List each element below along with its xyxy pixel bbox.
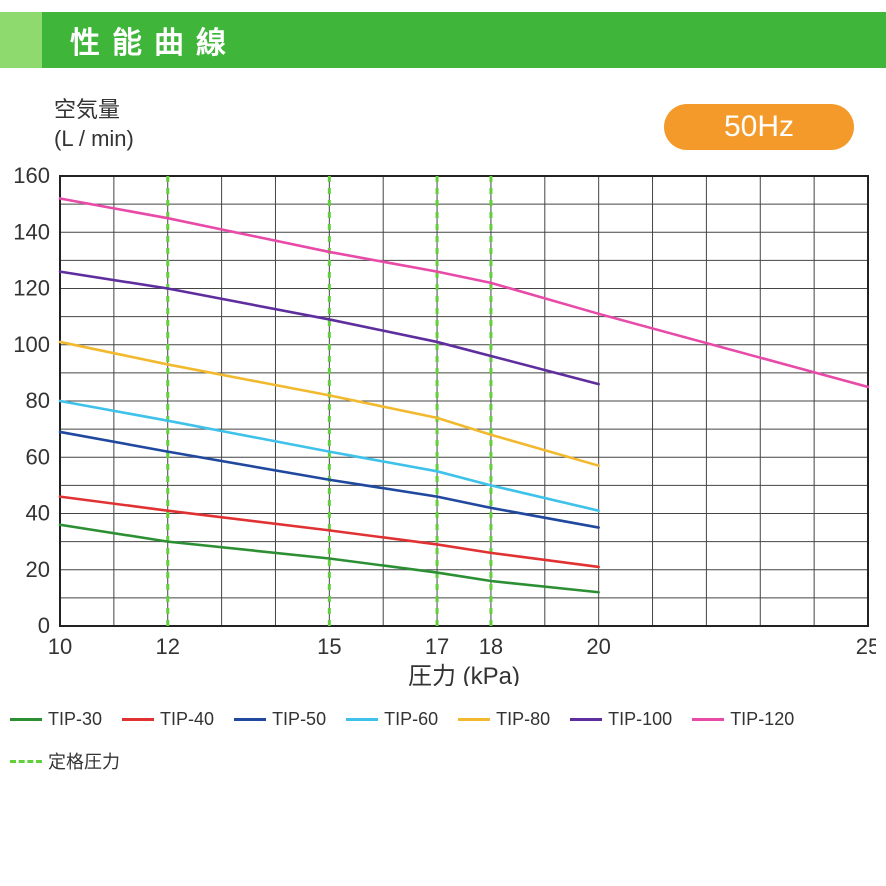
legend-swatch [346, 718, 378, 721]
legend-label: TIP-30 [48, 709, 102, 730]
legend-swatch [692, 718, 724, 721]
header-accent [0, 12, 42, 68]
legend-swatch [234, 718, 266, 721]
legend-label: TIP-80 [496, 709, 550, 730]
x-tick-label: 20 [586, 634, 610, 659]
y-tick-label: 80 [26, 388, 50, 413]
y-axis-title-line1: 空気量 [54, 97, 120, 122]
x-tick-label: 17 [425, 634, 449, 659]
x-axis-title: 圧力 (kPa) [408, 663, 520, 686]
legend-item-TIP-30: TIP-30 [10, 709, 102, 730]
legend-item-TIP-80: TIP-80 [458, 709, 550, 730]
x-tick-label: 25 [856, 634, 876, 659]
y-tick-label: 40 [26, 501, 50, 526]
legend-label: TIP-50 [272, 709, 326, 730]
performance-chart: 02040608010012014016010121517182025圧力 (k… [12, 166, 876, 686]
legend-swatch [570, 718, 602, 721]
legend-label: TIP-100 [608, 709, 672, 730]
legend-item-TIP-50: TIP-50 [234, 709, 326, 730]
legend-swatch [10, 760, 42, 763]
legend-label: 定格圧力 [48, 748, 120, 774]
legend-label: TIP-40 [160, 709, 214, 730]
y-tick-label: 100 [13, 332, 50, 357]
y-tick-label: 160 [13, 166, 50, 188]
x-tick-label: 12 [155, 634, 179, 659]
frequency-badge: 50Hz [664, 104, 854, 150]
legend-label: TIP-60 [384, 709, 438, 730]
legend-label: TIP-120 [730, 709, 794, 730]
legend-item-TIP-40: TIP-40 [122, 709, 214, 730]
legend-swatch [10, 718, 42, 721]
x-tick-label: 10 [48, 634, 72, 659]
legend-item-rated-pressure: 定格圧力 [10, 748, 120, 774]
chart-legend: TIP-30 TIP-40 TIP-50 TIP-60 TIP-80 TIP-100 TIP… [10, 709, 876, 774]
series-TIP-120 [60, 199, 868, 387]
section-header: 性能曲線 [0, 12, 886, 68]
legend-swatch [122, 718, 154, 721]
y-tick-label: 20 [26, 557, 50, 582]
y-axis-title-line2: (L / min) [54, 126, 134, 151]
chart-container: 02040608010012014016010121517182025圧力 (k… [12, 166, 876, 691]
header-title: 性能曲線 [42, 12, 886, 68]
chart-top-labels: 空気量 (L / min) 50Hz [0, 96, 886, 166]
x-tick-label: 15 [317, 634, 341, 659]
legend-item-TIP-120: TIP-120 [692, 709, 794, 730]
legend-swatch [458, 718, 490, 721]
y-tick-label: 120 [13, 276, 50, 301]
y-axis-title: 空気量 (L / min) [54, 96, 134, 153]
y-tick-label: 140 [13, 219, 50, 244]
legend-item-TIP-60: TIP-60 [346, 709, 438, 730]
x-tick-label: 18 [479, 634, 503, 659]
y-tick-label: 60 [26, 444, 50, 469]
legend-item-TIP-100: TIP-100 [570, 709, 672, 730]
